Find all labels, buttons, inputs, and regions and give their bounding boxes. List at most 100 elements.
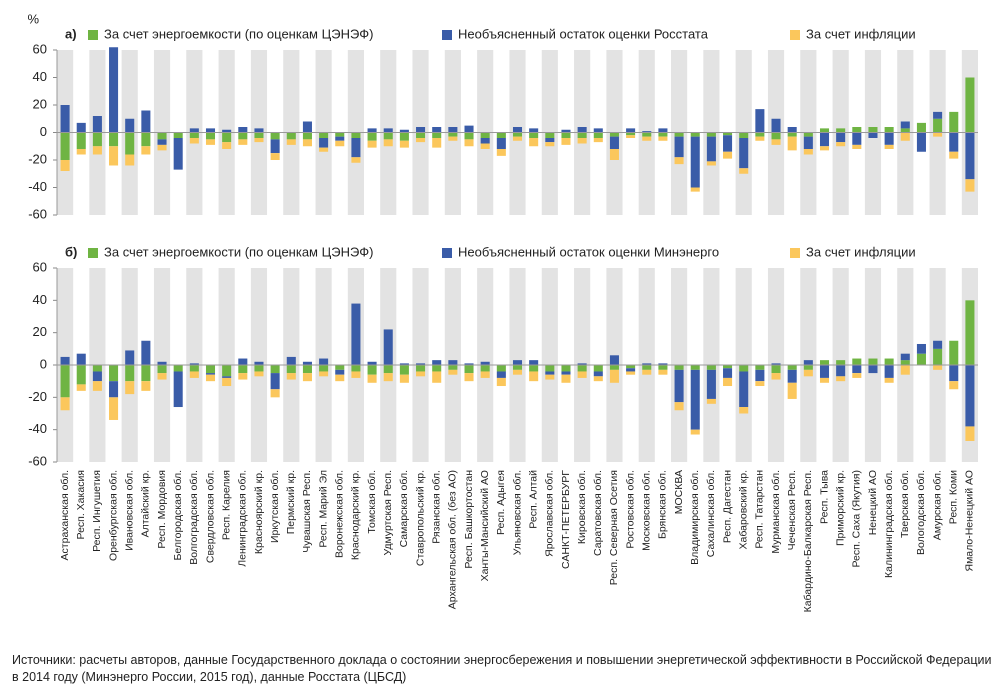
bar (335, 140, 345, 147)
bar (416, 138, 426, 143)
bar (787, 365, 797, 370)
bar (480, 361, 490, 365)
bar (819, 132, 830, 147)
bar (141, 381, 151, 391)
bar (561, 138, 571, 145)
x-tick-label: Пермский кр. (285, 470, 297, 534)
bar (609, 136, 619, 149)
bar (755, 369, 765, 382)
bar (399, 140, 409, 148)
bar (286, 365, 296, 374)
bar (965, 365, 975, 427)
bar (222, 129, 232, 133)
bar (496, 365, 506, 372)
bar (157, 373, 167, 380)
bar (626, 128, 636, 133)
bar (222, 376, 232, 378)
bar (739, 371, 749, 408)
y-tick-label: 0 (40, 124, 47, 139)
y-tick-label: 0 (40, 356, 47, 371)
bar (642, 365, 652, 370)
bar (755, 365, 765, 370)
bar (933, 118, 943, 133)
bar (254, 138, 264, 143)
bar (529, 128, 539, 133)
bar (173, 371, 183, 408)
bar (432, 360, 442, 365)
bar (674, 132, 684, 137)
bar (60, 397, 70, 411)
x-tick-label: Респ. Северная Осетия (608, 470, 620, 585)
y-tick-label: -40 (28, 179, 47, 194)
bar (222, 377, 232, 387)
bar (399, 374, 409, 383)
x-tick-label: Ненецкий АО (867, 470, 879, 535)
bar (76, 384, 86, 391)
bar (351, 365, 361, 372)
x-tick-label: Тверская обл. (899, 470, 911, 538)
bar (76, 365, 86, 385)
bar (367, 132, 377, 141)
chart: -60 -40 -20 0 20 40 60% а) За счет энергоемкости… (27, 11, 978, 612)
x-tick-label: Астраханская обл. (59, 470, 71, 560)
bar (205, 128, 216, 133)
bar (448, 369, 458, 375)
bar (512, 136, 523, 141)
bar (593, 376, 603, 382)
bar (335, 369, 345, 375)
bar (76, 353, 86, 365)
bar (399, 365, 409, 375)
bar (76, 122, 86, 133)
x-tick-label: Ямало-Ненецкий АО (964, 470, 976, 571)
bar (125, 154, 135, 166)
bar (739, 365, 749, 372)
bar (577, 363, 587, 365)
bar (965, 426, 975, 441)
bar (512, 360, 523, 365)
x-tick-label: Ленинградская обл. (237, 470, 249, 567)
bar (916, 132, 926, 152)
bar (771, 132, 781, 140)
bar (819, 360, 830, 365)
bar (739, 138, 749, 169)
bar (157, 139, 167, 145)
panel-label: б) (65, 244, 77, 259)
bar (141, 146, 151, 155)
bar (852, 127, 862, 133)
bar (642, 363, 652, 365)
bar (286, 356, 296, 365)
bar (141, 365, 151, 382)
bar (254, 128, 264, 133)
x-tick-label: Респ. Мордовия (156, 470, 168, 549)
bar (254, 371, 264, 377)
bar (270, 139, 280, 154)
x-tick-label: Томская обл. (366, 470, 378, 534)
bar (933, 365, 943, 370)
bar (512, 365, 523, 370)
bar (432, 371, 442, 383)
x-tick-label: САНКТ-ПЕТЕРБУРГ (560, 470, 572, 569)
bar (448, 132, 458, 137)
bar (383, 365, 393, 374)
legend-label: Необъясненный остаток оценки Росстата (458, 26, 709, 41)
bar (949, 111, 959, 133)
bar (771, 365, 781, 374)
x-tick-label: Белгородская обл. (172, 470, 184, 560)
bar (900, 365, 910, 375)
bar (383, 139, 393, 147)
bar (92, 146, 102, 155)
bar (238, 139, 248, 145)
bar (577, 132, 587, 138)
bar (658, 369, 668, 375)
bar (836, 376, 846, 382)
bar (868, 127, 878, 133)
bar (803, 369, 813, 377)
bar (609, 369, 619, 383)
bar (626, 132, 636, 136)
x-tick-label: Респ. Татарстан (754, 470, 766, 549)
bar (900, 132, 910, 141)
bar (868, 365, 878, 374)
bar (739, 407, 749, 414)
x-tick-label: Респ. Саха (Якутия) (851, 470, 863, 567)
